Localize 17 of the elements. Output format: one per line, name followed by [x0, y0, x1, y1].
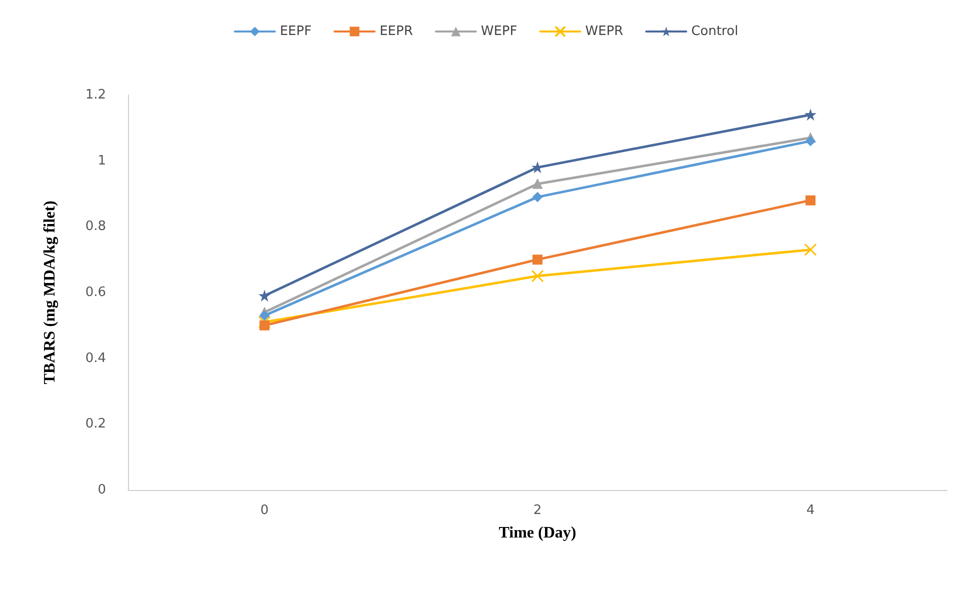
legend-label: Control: [691, 24, 738, 39]
y-tick-label: 0.4: [85, 350, 106, 366]
y-tick-label: 0.8: [85, 219, 106, 234]
x-axis-title: Time (Day): [498, 524, 576, 542]
y-tick-label: 0: [98, 482, 106, 498]
y-tick-label: 0.6: [85, 285, 106, 300]
y-tick-label: 1: [98, 153, 106, 168]
y-tick-label: 0.2: [85, 416, 106, 432]
legend-label: WEPF: [480, 24, 518, 39]
legend-label: EEPF: [280, 24, 312, 39]
x-tick-label: 0: [260, 503, 269, 518]
x-tick-label: 2: [533, 503, 542, 518]
legend-label: WEPR: [585, 24, 624, 39]
y-tick-label: 1.2: [85, 88, 106, 102]
y-axis-title: TBARS (mg MDA/kg filet): [42, 200, 58, 384]
legend-label: EEPR: [380, 24, 413, 39]
x-tick-label: 4: [806, 503, 815, 518]
